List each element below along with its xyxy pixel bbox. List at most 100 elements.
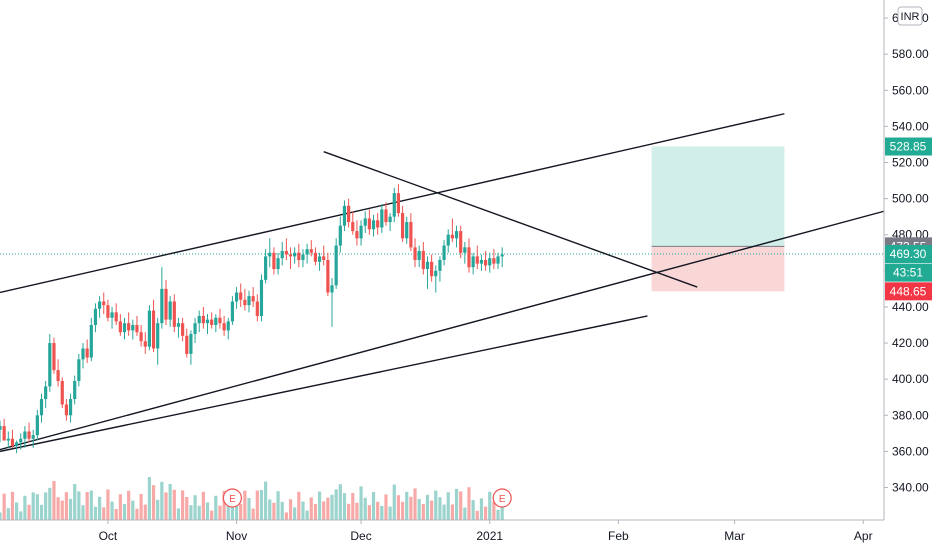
volume-bar — [454, 488, 459, 520]
volume-bar — [425, 494, 430, 520]
volume-bar — [471, 500, 475, 520]
volume-layer — [0, 477, 504, 520]
candle-body — [172, 301, 176, 327]
volume-bar — [430, 500, 434, 520]
candle-body — [322, 256, 326, 260]
candle-body — [102, 301, 106, 306]
volume-bar — [44, 492, 48, 520]
earnings-marker-label: E — [229, 494, 236, 505]
candle-body — [181, 323, 185, 336]
candle-body — [280, 250, 284, 259]
price-tick-label: 520.00 — [892, 156, 929, 170]
candle-body — [201, 315, 205, 324]
candle-body — [31, 435, 35, 439]
candle-body — [288, 254, 293, 257]
volume-bar — [313, 504, 318, 520]
volume-bar — [15, 502, 19, 520]
candle-body — [463, 247, 467, 253]
volume-bar — [442, 504, 446, 520]
volume-bar — [205, 502, 210, 520]
candle-body — [396, 193, 401, 214]
volume-bar — [288, 499, 293, 520]
candle-body — [417, 250, 421, 260]
candle-body — [226, 321, 230, 331]
volume-bar — [27, 504, 31, 520]
candle-body — [131, 325, 135, 331]
position-zones[interactable] — [0, 146, 884, 292]
candle-body — [143, 341, 147, 347]
volume-bar — [93, 506, 98, 520]
volume-bar — [347, 503, 351, 520]
volume-bar — [131, 500, 135, 520]
candle-body — [500, 254, 504, 257]
candle-body — [27, 431, 31, 439]
candle-body — [309, 249, 313, 253]
volume-bar — [98, 496, 102, 520]
candle-body — [338, 225, 342, 246]
candle-body — [425, 261, 430, 270]
candles[interactable] — [0, 184, 504, 454]
volume-bar — [334, 489, 338, 520]
volume-bar — [147, 477, 152, 520]
candle-body — [247, 296, 251, 306]
candle-body — [81, 348, 85, 360]
volume-bar — [359, 486, 363, 520]
volume-bar — [280, 501, 284, 520]
volume-bar — [417, 499, 421, 520]
price-tick-label: 340.00 — [892, 481, 929, 495]
price-tick-label: 360.00 — [892, 444, 929, 458]
volume-bar — [226, 499, 230, 520]
candle-body — [147, 310, 152, 347]
candle-body — [371, 220, 376, 230]
volume-bar — [293, 507, 297, 520]
candle-body — [52, 343, 56, 371]
candle-body — [483, 260, 488, 266]
candle-body — [93, 308, 98, 325]
candle-body — [442, 245, 446, 260]
volume-bar — [338, 484, 342, 520]
candle-body — [110, 312, 114, 318]
earnings-marker — [222, 488, 243, 508]
volume-bar — [234, 494, 239, 520]
candle-body — [127, 323, 131, 331]
price-tick-label: 440.00 — [892, 300, 929, 314]
candle-body — [326, 260, 330, 293]
candle-body — [98, 301, 102, 309]
volume-bar — [409, 496, 413, 520]
candle-body — [164, 288, 168, 320]
candle-body — [6, 438, 10, 441]
volume-bar — [214, 495, 218, 520]
volume-bar — [500, 498, 504, 520]
time-axis[interactable]: Oct Nov Dec 2021 Feb Mar Apr — [99, 520, 873, 543]
volume-bar — [160, 481, 164, 520]
volume-bar — [19, 511, 23, 520]
price-label-text: 528.85 — [890, 140, 927, 154]
volume-bar — [64, 492, 69, 520]
trendlines[interactable] — [0, 113, 885, 453]
volume-bar — [189, 505, 193, 520]
candle-body — [15, 442, 19, 446]
volume-bar — [264, 481, 268, 520]
volume-bar — [405, 491, 409, 520]
candle-body — [139, 332, 143, 342]
volume-bar — [143, 504, 147, 520]
candle-body — [330, 285, 334, 293]
candle-body — [56, 370, 60, 381]
volume-bar — [122, 504, 127, 520]
currency-badge[interactable]: INR — [897, 6, 923, 26]
time-tick-label: Dec — [350, 529, 371, 543]
time-tick-label: Apr — [854, 529, 873, 543]
candle-body — [438, 260, 442, 271]
candle-body — [388, 216, 392, 223]
volume-bar — [106, 489, 110, 520]
candle-body — [293, 252, 297, 257]
candle-body — [193, 323, 197, 335]
volume-bar — [201, 491, 205, 520]
volume-bar — [446, 492, 450, 520]
volume-bar — [463, 507, 467, 520]
candle-body — [392, 193, 396, 217]
